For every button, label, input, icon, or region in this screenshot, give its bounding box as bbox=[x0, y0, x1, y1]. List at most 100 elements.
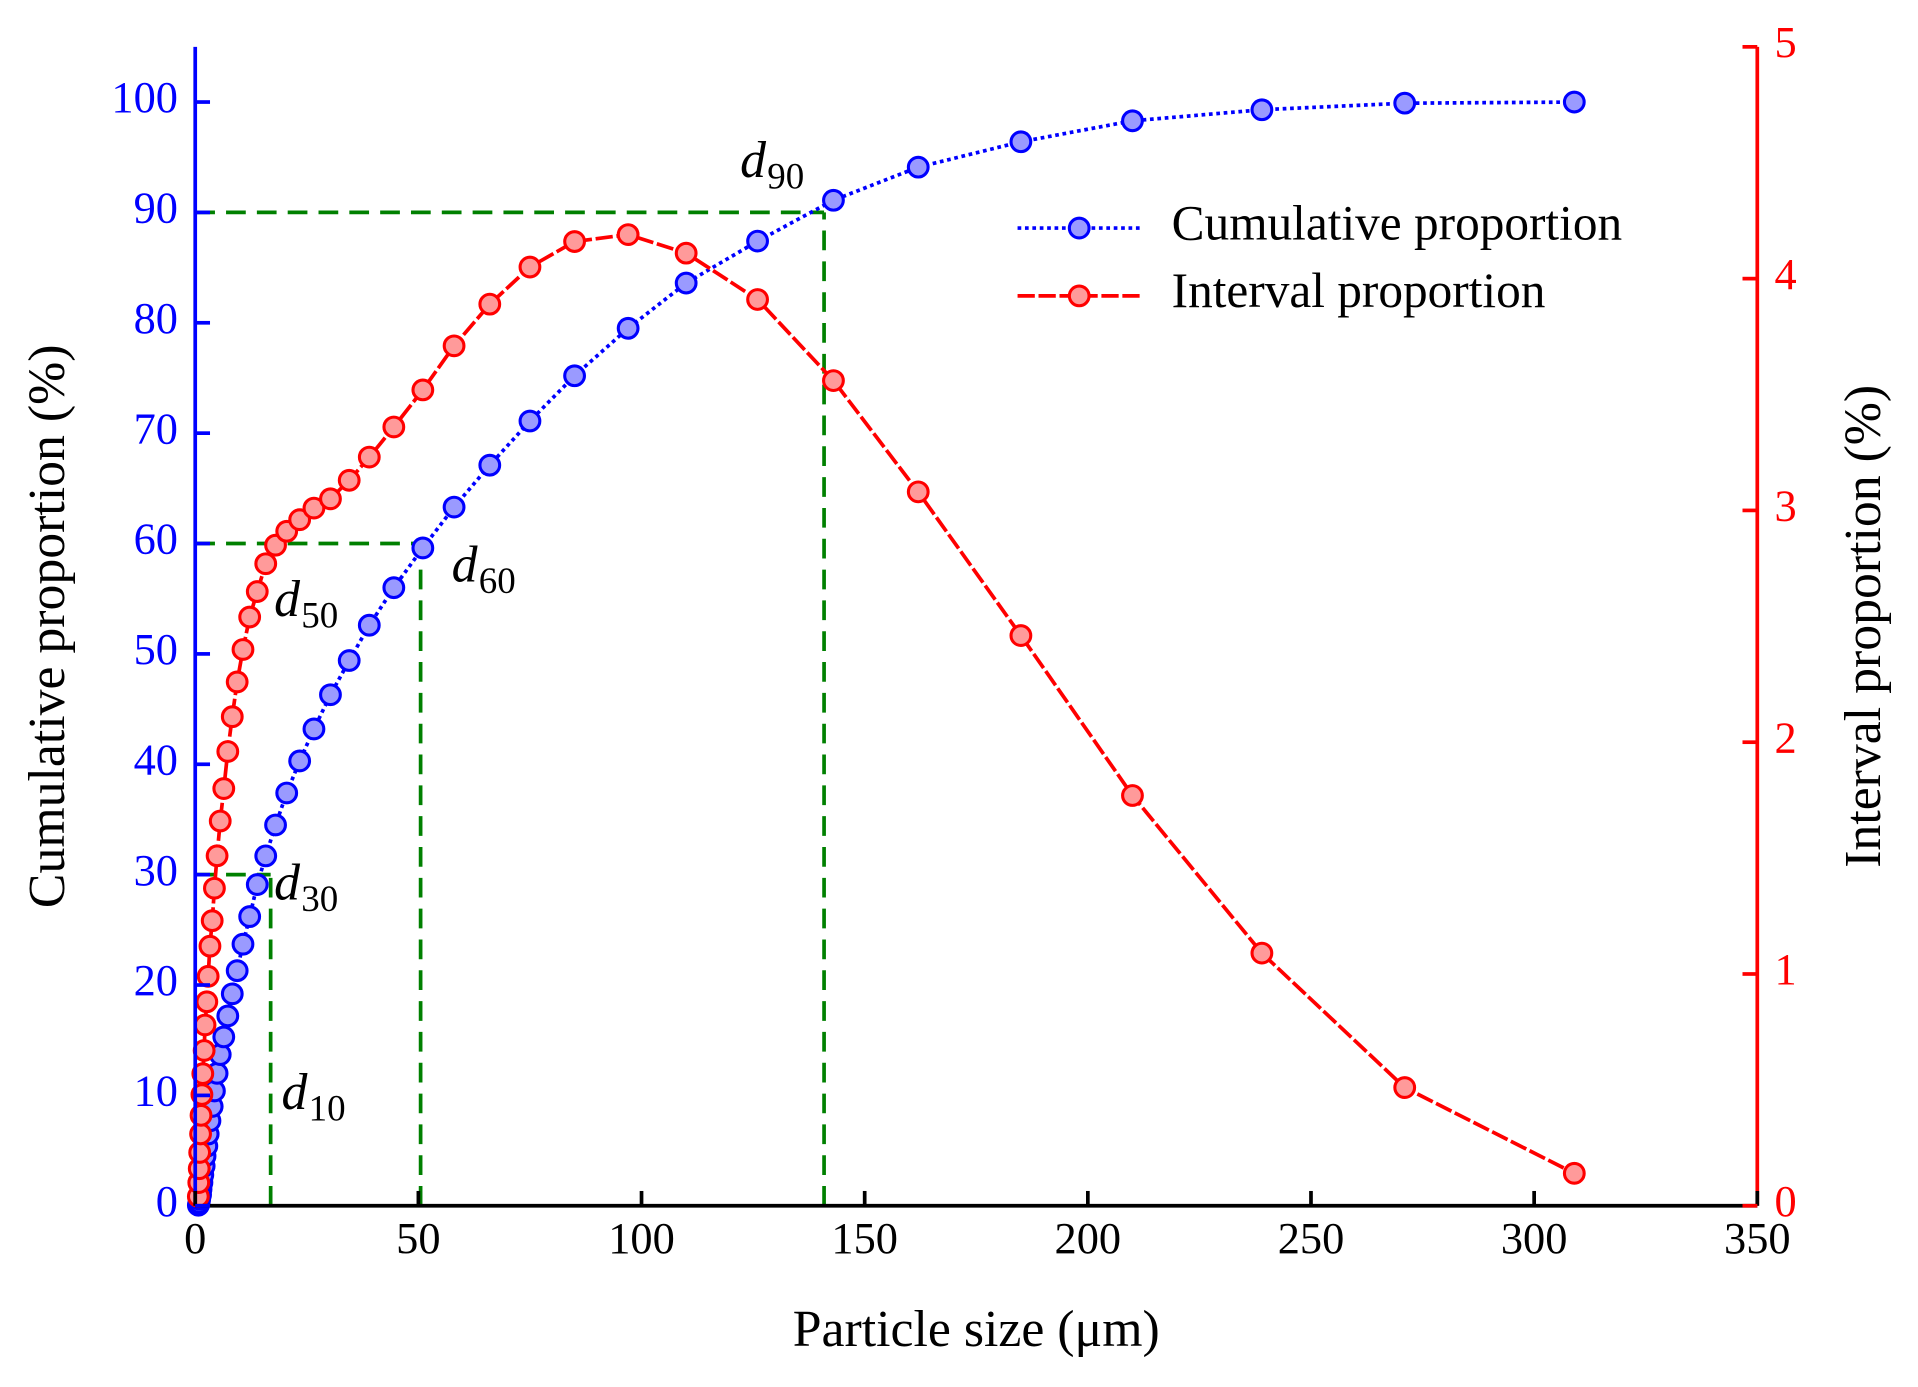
series-marker bbox=[192, 1039, 216, 1062]
series-marker bbox=[1250, 98, 1274, 122]
series-marker bbox=[746, 229, 769, 253]
y2-tick-label: 2 bbox=[1775, 712, 1797, 762]
y2-tick-label: 3 bbox=[1775, 481, 1797, 531]
series-marker bbox=[674, 271, 698, 295]
x-tick-label: 300 bbox=[1501, 1213, 1568, 1263]
series-marker bbox=[191, 1062, 215, 1086]
series-marker bbox=[212, 1025, 236, 1049]
series-marker bbox=[822, 369, 845, 393]
y2-tick-label: 0 bbox=[1775, 1176, 1797, 1226]
series-marker bbox=[563, 364, 586, 388]
series-marker bbox=[411, 378, 435, 402]
series-marker bbox=[382, 415, 406, 439]
series-marker bbox=[203, 876, 226, 900]
series-marker bbox=[906, 155, 930, 179]
x-tick-label: 200 bbox=[1055, 1213, 1122, 1263]
series-marker bbox=[195, 990, 219, 1014]
series-marker bbox=[254, 844, 278, 868]
series-marker bbox=[563, 230, 586, 253]
y-tick-label: 10 bbox=[134, 1066, 178, 1116]
series-marker bbox=[478, 453, 502, 477]
series-marker bbox=[616, 223, 640, 246]
series-marker bbox=[275, 781, 299, 805]
series-marker bbox=[288, 749, 312, 773]
x-tick-label: 150 bbox=[831, 1213, 898, 1263]
annotation: d bbox=[740, 132, 767, 189]
series-marker bbox=[1009, 624, 1033, 647]
series-marker bbox=[1562, 90, 1586, 114]
series-marker bbox=[822, 188, 845, 212]
y-axis-title: Cumulative proportion (%) bbox=[19, 345, 76, 909]
x-tick-label: 250 bbox=[1278, 1213, 1345, 1263]
y-tick-label: 40 bbox=[134, 734, 178, 784]
series-marker bbox=[288, 508, 312, 532]
y-tick-label: 60 bbox=[134, 514, 178, 564]
y2-axis-title: Interval proportion (%) bbox=[1835, 385, 1892, 868]
series-marker bbox=[382, 576, 406, 600]
series-marker bbox=[220, 982, 244, 1006]
series-marker bbox=[238, 905, 262, 928]
y2-tick-label: 4 bbox=[1775, 249, 1797, 299]
series-marker bbox=[319, 487, 342, 511]
annotation-subscript: 60 bbox=[479, 560, 516, 601]
series-marker bbox=[357, 445, 381, 469]
series-marker bbox=[518, 409, 542, 433]
series-marker bbox=[231, 638, 255, 661]
y-tick-label: 30 bbox=[134, 845, 178, 895]
series-marker bbox=[906, 480, 930, 504]
series-marker bbox=[1393, 91, 1417, 115]
x-tick-label: 50 bbox=[396, 1213, 440, 1263]
series-marker bbox=[357, 613, 381, 637]
series-marker bbox=[188, 1141, 212, 1164]
series-marker bbox=[337, 468, 361, 492]
annotation: d bbox=[282, 1064, 309, 1121]
series-marker bbox=[302, 717, 326, 741]
series-marker bbox=[225, 959, 249, 983]
series-marker bbox=[442, 495, 466, 519]
series-marker bbox=[518, 255, 542, 279]
y-tick-label: 100 bbox=[111, 72, 178, 122]
legend-marker bbox=[1067, 216, 1091, 240]
series-marker bbox=[1250, 941, 1274, 965]
legend-marker bbox=[1067, 284, 1091, 308]
series-marker bbox=[1121, 109, 1144, 133]
series-marker bbox=[674, 241, 698, 265]
legend-label: Interval proportion bbox=[1172, 263, 1546, 318]
series-marker bbox=[225, 670, 249, 694]
series-marker bbox=[337, 649, 361, 672]
series-marker bbox=[746, 288, 769, 311]
x-axis-title: Particle size (μm) bbox=[793, 1301, 1160, 1358]
y2-tick-label: 5 bbox=[1775, 17, 1797, 67]
x-tick-label: 0 bbox=[184, 1213, 206, 1263]
series-marker bbox=[254, 552, 278, 576]
series-marker bbox=[319, 683, 342, 707]
annotation-subscript: 90 bbox=[767, 155, 804, 196]
series-marker bbox=[411, 536, 435, 560]
series-marker bbox=[231, 932, 255, 956]
legend-label: Cumulative proportion bbox=[1172, 195, 1622, 250]
series-marker bbox=[1562, 1161, 1586, 1185]
series-marker bbox=[1393, 1076, 1417, 1099]
series-marker bbox=[264, 813, 287, 837]
series-line bbox=[196, 232, 1576, 1197]
series-marker bbox=[198, 934, 222, 958]
series-marker bbox=[1121, 784, 1144, 807]
series-marker bbox=[205, 844, 229, 868]
annotation-subscript: 10 bbox=[309, 1088, 346, 1129]
y-tick-label: 0 bbox=[156, 1176, 178, 1226]
x-tick-label: 100 bbox=[608, 1213, 675, 1263]
annotation-subscript: 30 bbox=[301, 878, 338, 919]
series-marker bbox=[212, 777, 236, 800]
series-marker bbox=[216, 740, 240, 763]
series-marker bbox=[442, 334, 466, 358]
y-tick-label: 20 bbox=[134, 955, 178, 1005]
series-marker bbox=[200, 909, 224, 933]
series-marker bbox=[302, 496, 326, 520]
series-marker bbox=[208, 809, 232, 833]
annotation: d bbox=[452, 536, 479, 593]
y-tick-label: 70 bbox=[134, 403, 178, 453]
series-marker bbox=[238, 605, 262, 629]
series-marker bbox=[216, 1004, 240, 1028]
